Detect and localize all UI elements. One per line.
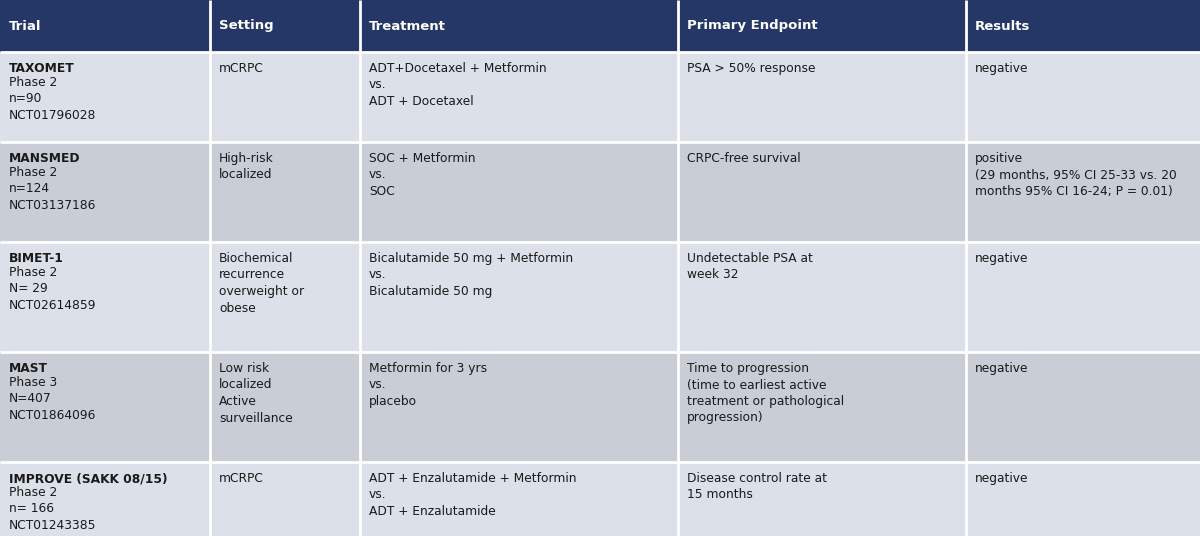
Text: Phase 2
N= 29
NCT02614859: Phase 2 N= 29 NCT02614859 (10, 266, 96, 311)
Text: Phase 3
N=407
NCT01864096: Phase 3 N=407 NCT01864096 (10, 376, 96, 422)
Text: Phase 2
n= 166
NCT01243385: Phase 2 n= 166 NCT01243385 (10, 486, 96, 532)
Bar (0, 242, 1200, 352)
Text: mCRPC: mCRPC (220, 62, 264, 75)
Text: MANSMED: MANSMED (10, 152, 80, 165)
Text: IMPROVE (SAKK 08/15): IMPROVE (SAKK 08/15) (10, 472, 168, 485)
Text: PSA > 50% response: PSA > 50% response (686, 62, 816, 75)
Text: Trial: Trial (10, 19, 42, 33)
Text: Phase 2
n=124
NCT03137186: Phase 2 n=124 NCT03137186 (10, 166, 96, 212)
Text: Treatment: Treatment (370, 19, 446, 33)
Text: positive
(29 months, 95% CI 25-33 vs. 20
months 95% CI 16-24; P = 0.01): positive (29 months, 95% CI 25-33 vs. 20… (974, 152, 1177, 198)
Text: MAST: MAST (10, 362, 48, 375)
Text: CRPC-free survival: CRPC-free survival (686, 152, 800, 165)
Text: mCRPC: mCRPC (220, 472, 264, 485)
Bar (0, 462, 1200, 536)
Text: Undetectable PSA at
week 32: Undetectable PSA at week 32 (686, 252, 812, 281)
Text: BIMET-1: BIMET-1 (10, 252, 64, 265)
Text: negative: negative (974, 472, 1028, 485)
Bar (966, 0, 1200, 52)
Bar (210, 0, 360, 52)
Text: Phase 2
n=90
NCT01796028: Phase 2 n=90 NCT01796028 (10, 76, 96, 122)
Text: Time to progression
(time to earliest active
treatment or pathological
progressi: Time to progression (time to earliest ac… (686, 362, 844, 425)
Text: negative: negative (974, 62, 1028, 75)
Text: Disease control rate at
15 months: Disease control rate at 15 months (686, 472, 827, 502)
Bar (678, 0, 966, 52)
Bar (360, 0, 678, 52)
Text: Primary Endpoint: Primary Endpoint (686, 19, 817, 33)
Text: Setting: Setting (220, 19, 274, 33)
Bar (0, 0, 210, 52)
Bar (0, 352, 1200, 462)
Text: ADT + Enzalutamide + Metformin
vs.
ADT + Enzalutamide: ADT + Enzalutamide + Metformin vs. ADT +… (370, 472, 576, 518)
Text: negative: negative (974, 362, 1028, 375)
Text: TAXOMET: TAXOMET (10, 62, 74, 75)
Text: Metformin for 3 yrs
vs.
placebo: Metformin for 3 yrs vs. placebo (370, 362, 487, 408)
Text: SOC + Metformin
vs.
SOC: SOC + Metformin vs. SOC (370, 152, 475, 198)
Bar (0, 52, 1200, 142)
Text: Biochemical
recurrence
overweight or
obese: Biochemical recurrence overweight or obe… (220, 252, 304, 315)
Text: negative: negative (974, 252, 1028, 265)
Text: Low risk
localized
Active
surveillance: Low risk localized Active surveillance (220, 362, 293, 425)
Text: High-risk
localized: High-risk localized (220, 152, 274, 182)
Text: ADT+Docetaxel + Metformin
vs.
ADT + Docetaxel: ADT+Docetaxel + Metformin vs. ADT + Doce… (370, 62, 547, 108)
Bar (0, 142, 1200, 242)
Text: Results: Results (974, 19, 1031, 33)
Text: Bicalutamide 50 mg + Metformin
vs.
Bicalutamide 50 mg: Bicalutamide 50 mg + Metformin vs. Bical… (370, 252, 574, 298)
